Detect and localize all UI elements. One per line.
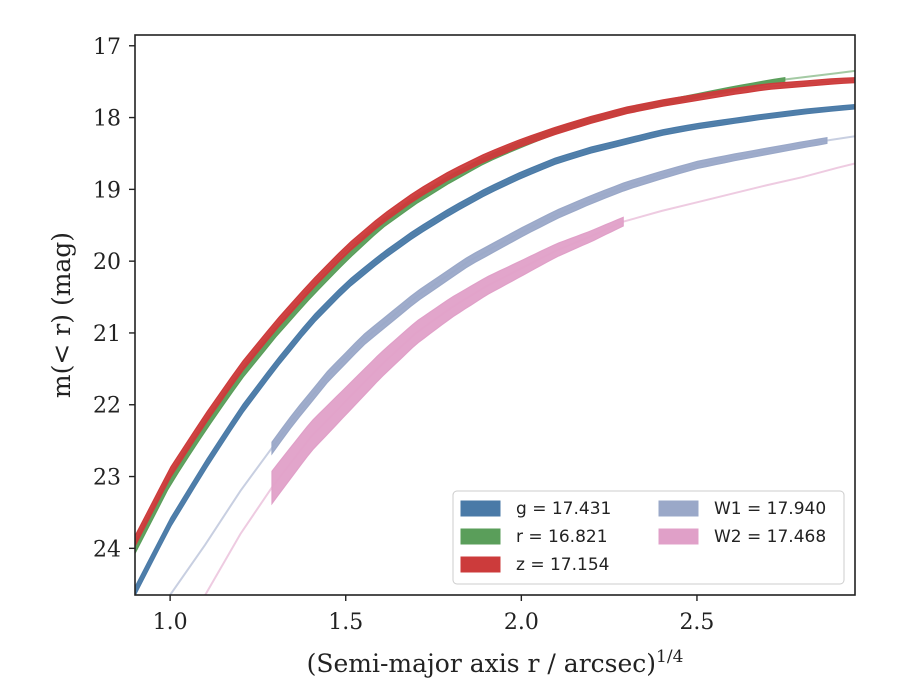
x-tick-label: 2.5 xyxy=(679,610,714,635)
x-axis-label-text: (Semi-major axis r / arcsec) xyxy=(307,649,656,678)
axes: 1.0 1.5 2.0 2.5 17 18 19 20 21 22 23 24 xyxy=(93,35,714,635)
series-g-band xyxy=(135,103,855,595)
series-r-extrapolation xyxy=(135,69,855,549)
legend: g = 17.431 r = 16.821 z = 17.154 W1 = 17.94… xyxy=(452,490,845,585)
plot-frame xyxy=(134,34,856,596)
y-tick-label: 17 xyxy=(93,35,121,60)
legend-swatch xyxy=(460,556,501,573)
y-tick-label: 23 xyxy=(93,466,121,491)
x-tick-label: 1.5 xyxy=(328,610,363,635)
x-axis-label: (Semi-major axis r / arcsec)1/4 xyxy=(307,647,684,678)
legend-label: r = 16.821 xyxy=(516,527,608,547)
x-tick-label: 2.0 xyxy=(504,610,539,635)
series-w2-band xyxy=(271,216,624,506)
series-w1-band xyxy=(271,136,828,456)
legend-swatch xyxy=(460,500,501,517)
legend-label: W2 = 17.468 xyxy=(714,527,826,547)
series-z-band xyxy=(135,77,855,547)
legend-swatch xyxy=(460,528,501,545)
legend-label: z = 17.154 xyxy=(516,555,609,575)
y-axis-label: m(< r) (mag) xyxy=(47,232,76,398)
legend-label: W1 = 17.940 xyxy=(714,499,826,519)
curve-bands xyxy=(135,69,855,595)
x-axis-label-exponent: 1/4 xyxy=(656,647,683,667)
y-tick-label: 18 xyxy=(93,107,121,132)
series-r-band xyxy=(135,76,786,554)
y-tick-label: 21 xyxy=(93,322,121,347)
y-tick-label: 20 xyxy=(93,250,121,275)
legend-box xyxy=(452,490,845,585)
y-tick-label: 22 xyxy=(93,394,121,419)
y-tick-label: 19 xyxy=(93,178,121,203)
legend-label: g = 17.431 xyxy=(516,499,611,519)
legend-swatch xyxy=(658,528,699,545)
y-tick-label: 24 xyxy=(93,537,121,562)
legend-swatch xyxy=(658,500,699,517)
x-tick-label: 1.0 xyxy=(153,610,188,635)
